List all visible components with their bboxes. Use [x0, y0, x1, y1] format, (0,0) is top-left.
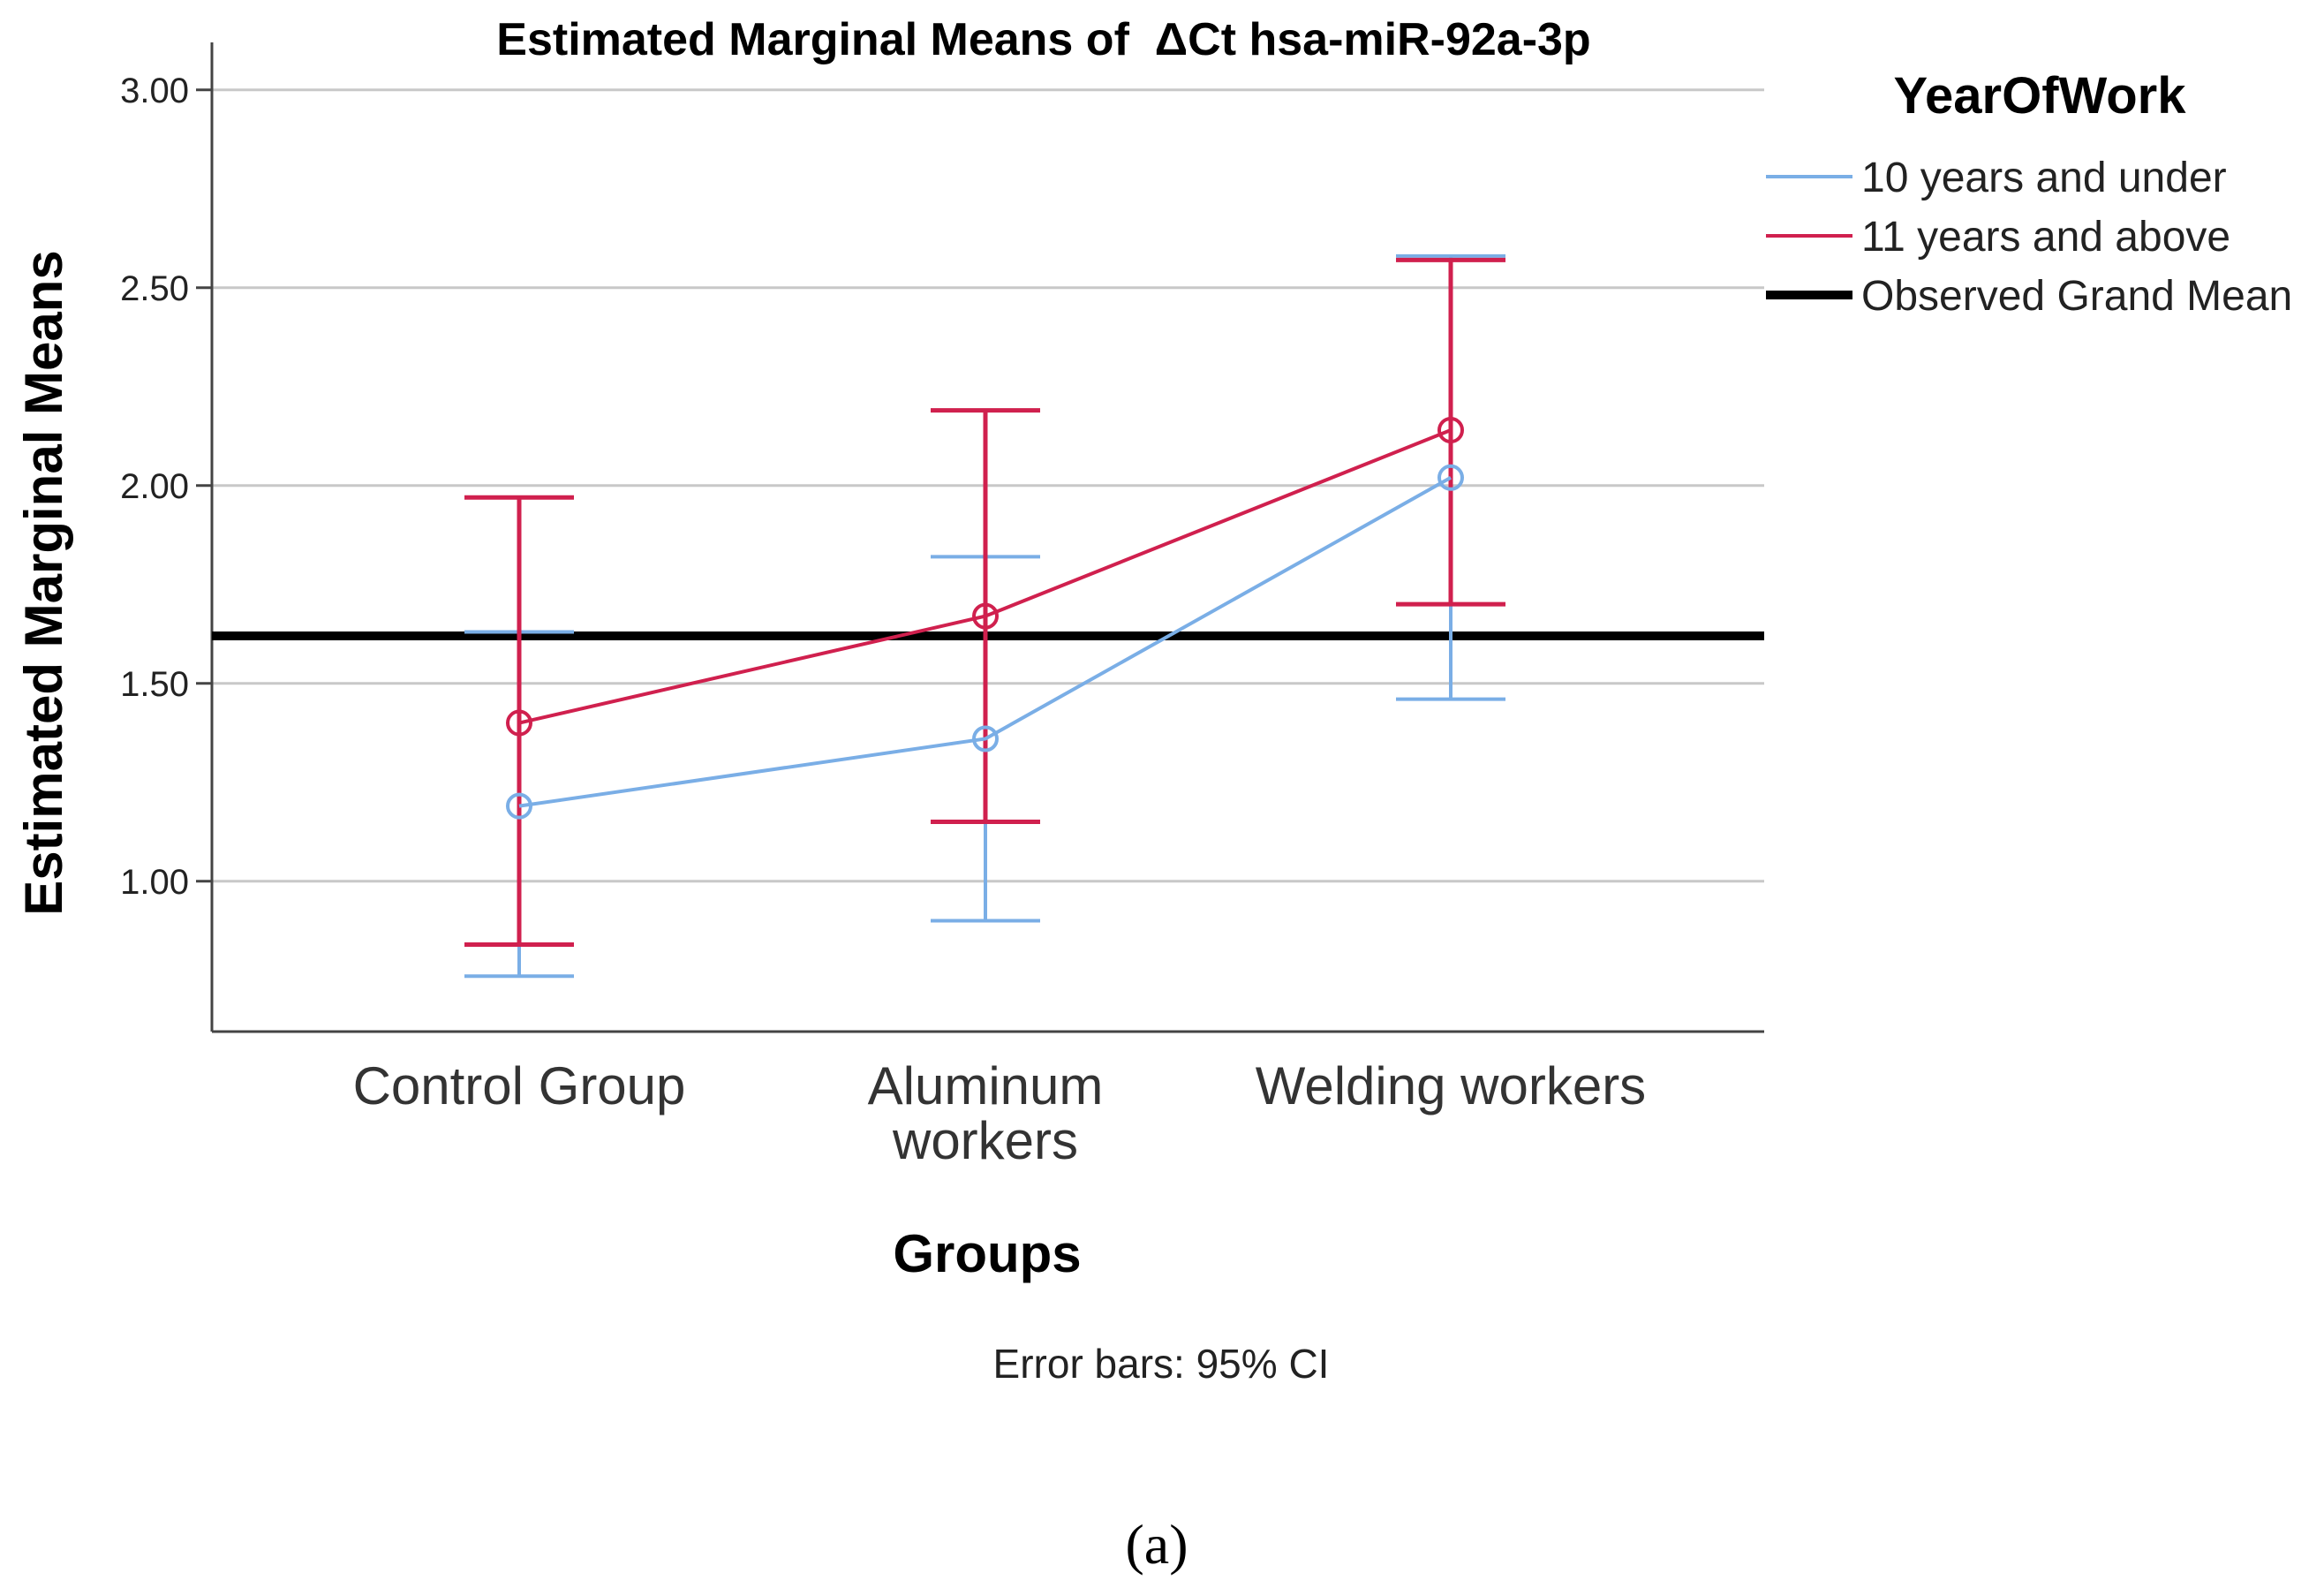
- error-bar-note: Error bars: 95% CI: [993, 1341, 1330, 1387]
- y-axis-ticks: 1.00 1.50 2.00 2.50 3.00: [120, 72, 212, 902]
- data-point: [972, 725, 999, 752]
- legend-label: 11 years and above: [1861, 214, 2230, 261]
- y-axis-title: Estimated Marginal Means: [14, 250, 73, 916]
- data-point: [972, 602, 999, 630]
- data-point: [1437, 464, 1464, 491]
- y-tick-label: 3.00: [120, 72, 189, 110]
- legend: 10 years and under 11 years and above Obse…: [1766, 155, 2292, 320]
- data-point: [506, 709, 532, 737]
- legend-label: 10 years and under: [1861, 155, 2227, 201]
- series-line: [518, 476, 1452, 808]
- y-tick-label: 1.00: [120, 863, 189, 902]
- y-tick-label: 2.00: [120, 467, 189, 506]
- y-tick-label: 2.50: [120, 269, 189, 308]
- x-category-label: Aluminum: [868, 1056, 1104, 1115]
- x-category-label: workers: [892, 1111, 1078, 1170]
- x-category-label: Welding workers: [1256, 1056, 1646, 1115]
- y-tick-label: 1.50: [120, 665, 189, 704]
- panel-label: (a): [1125, 1513, 1188, 1576]
- data-point: [506, 792, 532, 820]
- data-points: [506, 417, 1464, 820]
- data-point: [1437, 417, 1464, 444]
- chart-title: Estimated Marginal Means of ΔCt hsa-miR-…: [496, 14, 1590, 65]
- x-category-label: Control Group: [353, 1056, 686, 1115]
- grid-lines: [212, 88, 1764, 883]
- legend-label: Observed Grand Mean: [1861, 273, 2292, 320]
- x-axis-title: Groups: [893, 1224, 1081, 1283]
- series-lines: [518, 428, 1452, 808]
- legend-title: YearOfWork: [1894, 67, 2187, 125]
- series-line: [518, 428, 1452, 725]
